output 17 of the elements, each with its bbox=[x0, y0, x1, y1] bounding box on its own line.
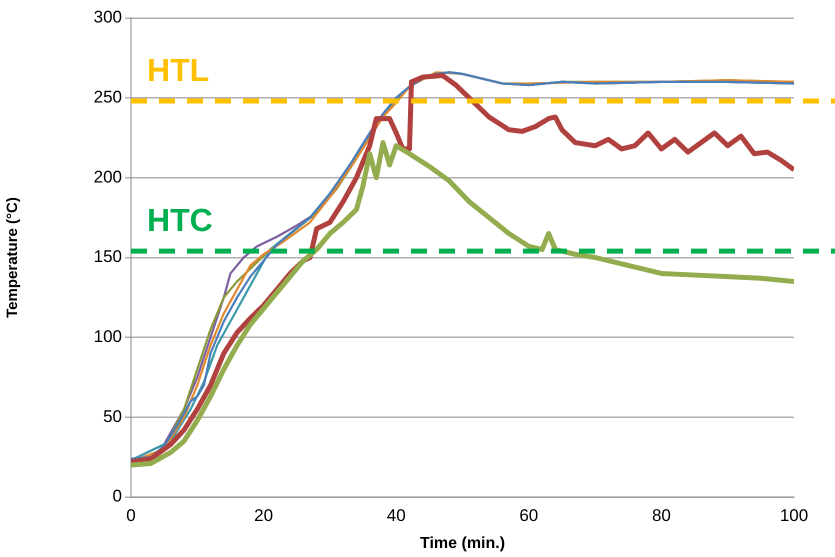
y-tick-label: 50 bbox=[103, 406, 122, 426]
x-tick-label: 0 bbox=[126, 506, 136, 525]
y-tick-label: 150 bbox=[94, 247, 122, 266]
y-tick-label: 250 bbox=[94, 88, 122, 107]
y-tick-label: 200 bbox=[94, 167, 122, 186]
ref-line-label: HTC bbox=[147, 202, 213, 238]
y-tick-label: 0 bbox=[112, 486, 122, 506]
x-tick-label: 40 bbox=[386, 506, 406, 525]
x-tick-label: 100 bbox=[780, 506, 808, 525]
x-tick-label: 20 bbox=[254, 506, 274, 525]
x-axis-title: Time (min.) bbox=[420, 534, 506, 552]
x-tick-label: 80 bbox=[652, 506, 671, 525]
y-axis-title: Temperature (°C) bbox=[4, 197, 22, 318]
ref-line-label: HTL bbox=[147, 52, 210, 88]
x-tick-label: 60 bbox=[519, 506, 538, 525]
y-tick-label: 100 bbox=[94, 327, 122, 346]
y-tick-label: 300 bbox=[94, 8, 122, 27]
